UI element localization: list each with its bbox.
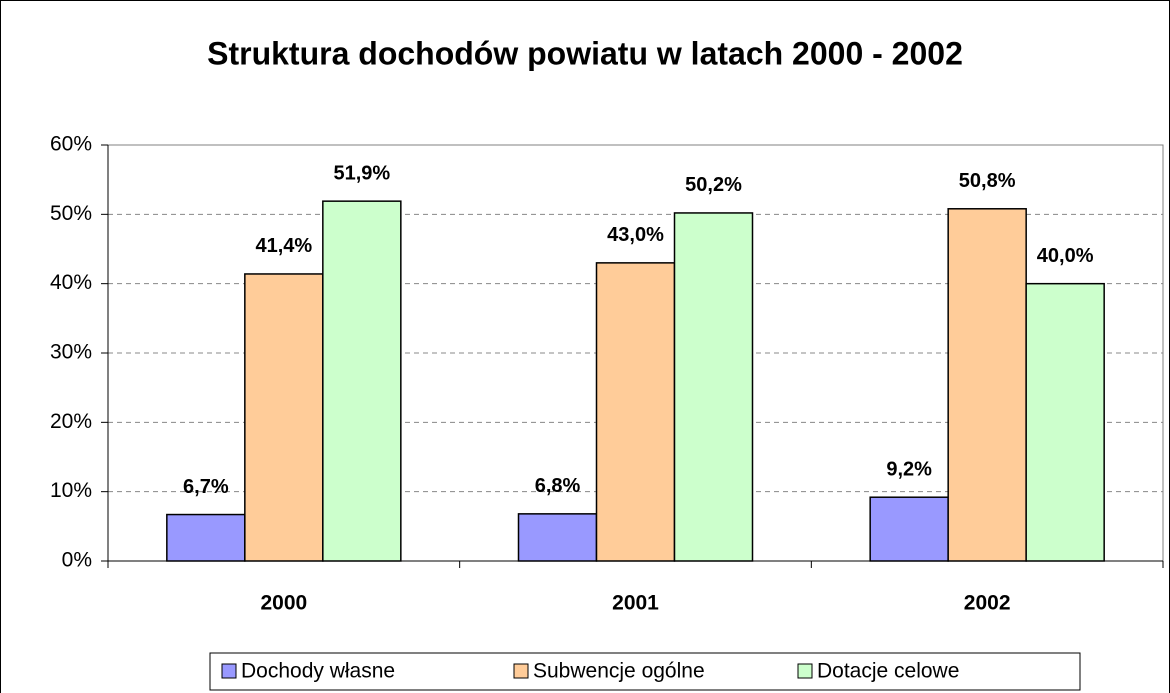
x-tick-label: 2002 [964, 592, 1011, 615]
bar [244, 273, 324, 562]
y-tick-label: 40% [50, 271, 92, 294]
legend-label: Dotacje celowe [817, 660, 959, 683]
legend-label: Dochody własne [241, 660, 395, 683]
bar [517, 513, 598, 562]
bar [947, 208, 1027, 562]
chart-title: Struktura dochodów powiatu w latach 2000… [207, 35, 963, 71]
value-label: 40,0% [1037, 245, 1094, 267]
legend-swatch [221, 663, 237, 679]
value-label: 9,2% [886, 458, 932, 480]
y-tick-label: 10% [50, 479, 92, 502]
bar [595, 262, 676, 562]
value-label: 50,8% [959, 170, 1016, 192]
legend-swatch [797, 663, 813, 679]
value-label: 43,0% [607, 224, 664, 246]
y-tick-label: 50% [50, 202, 92, 225]
y-tick-label: 0% [62, 549, 92, 572]
y-tick-label: 30% [50, 341, 92, 364]
bar [673, 212, 754, 562]
bar [1025, 282, 1105, 562]
value-label: 6,7% [183, 476, 229, 498]
legend-swatch [513, 663, 529, 679]
legend: Dochody własne Subwencje ogólne Dotacje ce… [209, 652, 1081, 691]
x-tick-label: 2000 [260, 592, 307, 615]
bar [322, 200, 402, 562]
legend-box [209, 652, 1081, 691]
legend-label: Subwencje ogólne [533, 660, 705, 683]
value-label: 41,4% [255, 235, 312, 257]
y-tick-label: 60% [50, 133, 92, 156]
value-label: 51,9% [333, 162, 390, 184]
y-tick-label: 20% [50, 410, 92, 433]
bar [166, 513, 246, 562]
x-tick-label: 2001 [612, 592, 659, 615]
value-label: 50,2% [685, 174, 742, 196]
bar [869, 496, 949, 562]
value-label: 6,8% [535, 475, 581, 497]
